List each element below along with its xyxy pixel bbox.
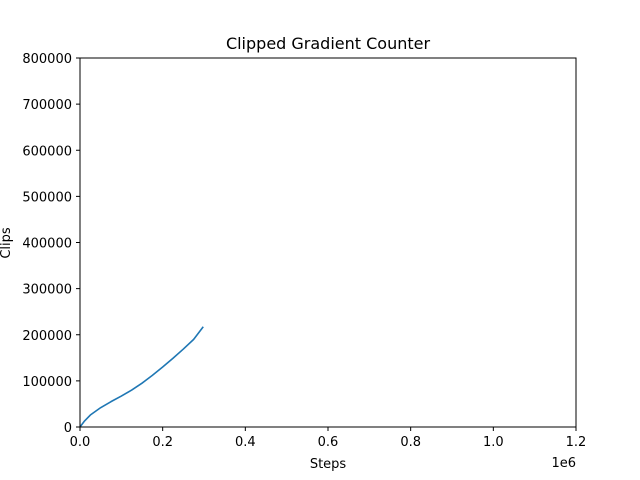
y-tick-label: 300000 bbox=[22, 283, 72, 298]
plot-area bbox=[78, 326, 204, 429]
y-tick-label: 400000 bbox=[22, 237, 72, 252]
y-tick-label: 0 bbox=[64, 421, 72, 436]
x-tick-label: 1.2 bbox=[566, 435, 587, 450]
x-tick-label: 0.4 bbox=[235, 435, 256, 450]
x-axis-label: Steps bbox=[310, 457, 347, 472]
x-tick-label: 0.2 bbox=[152, 435, 173, 450]
y-axis: 0 100000 200000 300000 400000 500000 600000 700… bbox=[22, 52, 80, 436]
x-axis: 0.0 0.2 0.4 0.6 0.8 1.0 1.2 bbox=[70, 427, 587, 450]
x-tick-label: 0.0 bbox=[70, 435, 91, 450]
y-tick-label: 200000 bbox=[22, 329, 72, 344]
y-tick-label: 100000 bbox=[22, 375, 72, 390]
x-offset-label: 1e6 bbox=[551, 456, 576, 471]
chart-title: Clipped Gradient Counter bbox=[226, 34, 431, 53]
x-tick-label: 0.8 bbox=[400, 435, 421, 450]
y-tick-label: 700000 bbox=[22, 98, 72, 113]
x-tick-label: 1.0 bbox=[483, 435, 504, 450]
y-tick-label: 800000 bbox=[22, 52, 72, 67]
series-line-0 bbox=[78, 326, 204, 429]
y-tick-label: 500000 bbox=[22, 190, 72, 205]
y-axis-label: Clips bbox=[0, 227, 14, 259]
y-tick-label: 600000 bbox=[22, 144, 72, 159]
x-tick-label: 0.6 bbox=[318, 435, 339, 450]
